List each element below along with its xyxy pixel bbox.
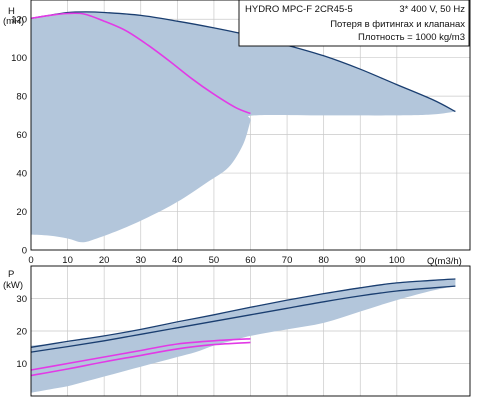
head-axis-unit: (mH) (3, 16, 24, 27)
power-axis-symbol: P (8, 269, 14, 280)
info-box (238, 0, 470, 47)
x-tick-label: 30 (135, 255, 146, 266)
power-axis-unit: (kW) (3, 280, 23, 291)
supply-label: 3* 400 V, 50 Hz (399, 4, 465, 15)
losses-note: Потеря в фитингах и клапанах (330, 19, 465, 30)
y-tick-label: 40 (16, 169, 27, 180)
flow-axis-label: Q(m3/h) (427, 256, 462, 267)
x-tick-label: 0 (28, 255, 33, 266)
operating-envelope (31, 278, 456, 393)
x-tick-label: 90 (355, 255, 366, 266)
x-tick-label: 60 (245, 255, 256, 266)
pump-curve (30, 285, 456, 353)
y-tick-label: 100 (11, 53, 27, 64)
pump-curve (30, 278, 456, 348)
y-tick-label: 60 (16, 130, 27, 141)
y-tick-label: 20 (16, 327, 27, 338)
y-tick-label: 0 (22, 246, 27, 257)
x-tick-label: 50 (209, 255, 220, 266)
pump-curve (30, 11, 456, 113)
x-tick-label: 70 (282, 255, 293, 266)
y-tick-label: 120 (11, 15, 27, 26)
y-tick-label: 20 (16, 207, 27, 218)
head-curve-plot: 0 20 40 60 80 100 120 0 10 20 30 40 50 60 70 80 90 100 (11, 0, 471, 266)
power-curve-plot: 10 20 30 (16, 265, 471, 397)
y-tick-label: 30 (16, 294, 27, 305)
x-tick-label: 100 (389, 255, 405, 266)
plot-frame (30, 265, 471, 397)
duty-curve (30, 12, 251, 115)
x-tick-label: 80 (318, 255, 329, 266)
x-tick-label: 40 (172, 255, 183, 266)
duty-curve (30, 341, 251, 377)
x-tick-label: 20 (99, 255, 110, 266)
operating-envelope (31, 11, 456, 243)
y-tick-label: 80 (16, 92, 27, 103)
density-note: Плотность = 1000 kg/m3 (358, 32, 465, 43)
duty-curve (30, 338, 251, 371)
model-label: HYDRO MPC-F 2CR45-5 (245, 4, 353, 15)
plot-frame (30, 0, 471, 251)
head-axis-symbol: H (8, 6, 15, 17)
x-tick-label: 10 (62, 255, 73, 266)
y-tick-label: 10 (16, 359, 27, 370)
